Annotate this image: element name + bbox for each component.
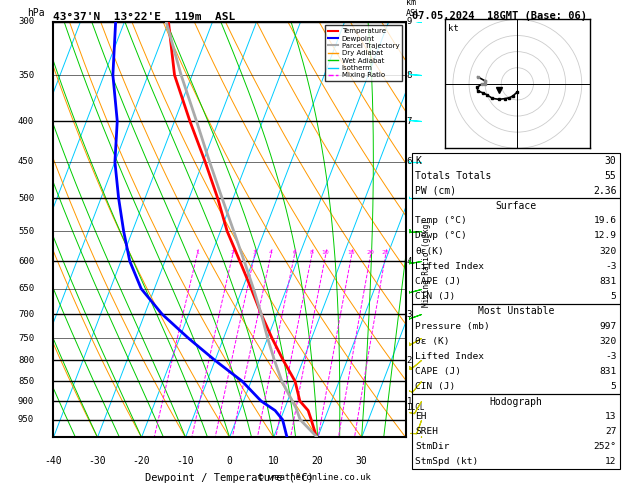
Text: Lifted Index: Lifted Index	[415, 261, 484, 271]
Text: θε(K): θε(K)	[415, 246, 444, 256]
Text: 1: 1	[195, 250, 199, 255]
Text: 2: 2	[406, 356, 412, 365]
Text: 9: 9	[406, 17, 412, 26]
Text: 1: 1	[406, 397, 412, 405]
Text: 8: 8	[406, 70, 412, 80]
Text: 19.6: 19.6	[593, 216, 616, 226]
Text: 3: 3	[406, 310, 412, 319]
Text: 500: 500	[18, 194, 34, 203]
Text: 252°: 252°	[593, 442, 616, 451]
Text: 20: 20	[367, 250, 374, 255]
Text: 400: 400	[18, 117, 34, 126]
Text: 550: 550	[18, 226, 34, 236]
Text: 43°37'N  13°22'E  119m  ASL: 43°37'N 13°22'E 119m ASL	[53, 12, 236, 22]
Text: 350: 350	[18, 70, 34, 80]
Text: 25: 25	[382, 250, 389, 255]
Text: hPa: hPa	[27, 8, 45, 17]
Text: K: K	[415, 156, 421, 166]
Text: 8: 8	[310, 250, 314, 255]
Text: 831: 831	[599, 367, 616, 376]
Text: 5: 5	[611, 292, 616, 301]
Text: Surface: Surface	[495, 201, 537, 211]
Text: 450: 450	[18, 157, 34, 166]
Text: 6: 6	[406, 157, 412, 166]
Text: 07.05.2024  18GMT (Base: 06): 07.05.2024 18GMT (Base: 06)	[412, 11, 587, 21]
Text: 2: 2	[231, 250, 235, 255]
Text: -3: -3	[605, 261, 616, 271]
Text: 12.9: 12.9	[593, 231, 616, 241]
Text: 700: 700	[18, 310, 34, 319]
Text: θε (K): θε (K)	[415, 337, 450, 346]
Text: PW (cm): PW (cm)	[415, 186, 456, 196]
Text: 10: 10	[268, 456, 279, 466]
Text: 0: 0	[226, 456, 233, 466]
Text: CAPE (J): CAPE (J)	[415, 277, 461, 286]
Text: 2.36: 2.36	[593, 186, 616, 196]
Text: Most Unstable: Most Unstable	[477, 306, 554, 316]
Text: 320: 320	[599, 246, 616, 256]
Legend: Temperature, Dewpoint, Parcel Trajectory, Dry Adiabat, Wet Adiabat, Isotherm, Mi: Temperature, Dewpoint, Parcel Trajectory…	[325, 25, 402, 81]
Text: 850: 850	[18, 377, 34, 386]
Text: -3: -3	[605, 352, 616, 361]
Text: Pressure (mb): Pressure (mb)	[415, 322, 490, 331]
Text: SREH: SREH	[415, 427, 438, 436]
Text: © weatheronline.co.uk: © weatheronline.co.uk	[258, 473, 371, 482]
Text: 20: 20	[312, 456, 323, 466]
Text: 320: 320	[599, 337, 616, 346]
Text: 950: 950	[18, 415, 34, 424]
Text: Lifted Index: Lifted Index	[415, 352, 484, 361]
Text: 6: 6	[292, 250, 296, 255]
Text: 27: 27	[605, 427, 616, 436]
Text: 800: 800	[18, 356, 34, 365]
Text: Dewpoint / Temperature (°C): Dewpoint / Temperature (°C)	[145, 473, 314, 483]
Text: -10: -10	[177, 456, 194, 466]
Text: 55: 55	[604, 171, 616, 181]
Text: CIN (J): CIN (J)	[415, 382, 455, 391]
Text: Totals Totals: Totals Totals	[415, 171, 491, 181]
Text: 300: 300	[18, 17, 34, 26]
Text: 3: 3	[253, 250, 257, 255]
Text: StmDir: StmDir	[415, 442, 450, 451]
Text: 7: 7	[406, 117, 412, 126]
Text: 12: 12	[605, 457, 616, 467]
Text: 831: 831	[599, 277, 616, 286]
Text: 600: 600	[18, 257, 34, 265]
Text: 4: 4	[269, 250, 273, 255]
Text: Hodograph: Hodograph	[489, 397, 542, 407]
Text: 5: 5	[611, 382, 616, 391]
Text: 30: 30	[604, 156, 616, 166]
Text: km
ASL: km ASL	[406, 0, 421, 17]
Text: CIN (J): CIN (J)	[415, 292, 455, 301]
Text: StmSpd (kt): StmSpd (kt)	[415, 457, 479, 467]
Text: 900: 900	[18, 397, 34, 405]
Text: 4: 4	[406, 257, 412, 265]
Text: 650: 650	[18, 284, 34, 293]
Text: kt: kt	[448, 24, 459, 33]
Text: CAPE (J): CAPE (J)	[415, 367, 461, 376]
Text: 13: 13	[605, 412, 616, 421]
Text: EH: EH	[415, 412, 426, 421]
Text: 750: 750	[18, 333, 34, 343]
Text: Mixing Ratio (g/kg): Mixing Ratio (g/kg)	[422, 219, 431, 307]
Text: -40: -40	[45, 456, 62, 466]
Text: 997: 997	[599, 322, 616, 331]
Text: Temp (°C): Temp (°C)	[415, 216, 467, 226]
Text: 1LCL: 1LCL	[406, 403, 425, 413]
Text: Dewp (°C): Dewp (°C)	[415, 231, 467, 241]
Text: 15: 15	[348, 250, 355, 255]
Text: 10: 10	[322, 250, 330, 255]
Text: -20: -20	[133, 456, 150, 466]
Text: 30: 30	[356, 456, 367, 466]
Text: -30: -30	[89, 456, 106, 466]
